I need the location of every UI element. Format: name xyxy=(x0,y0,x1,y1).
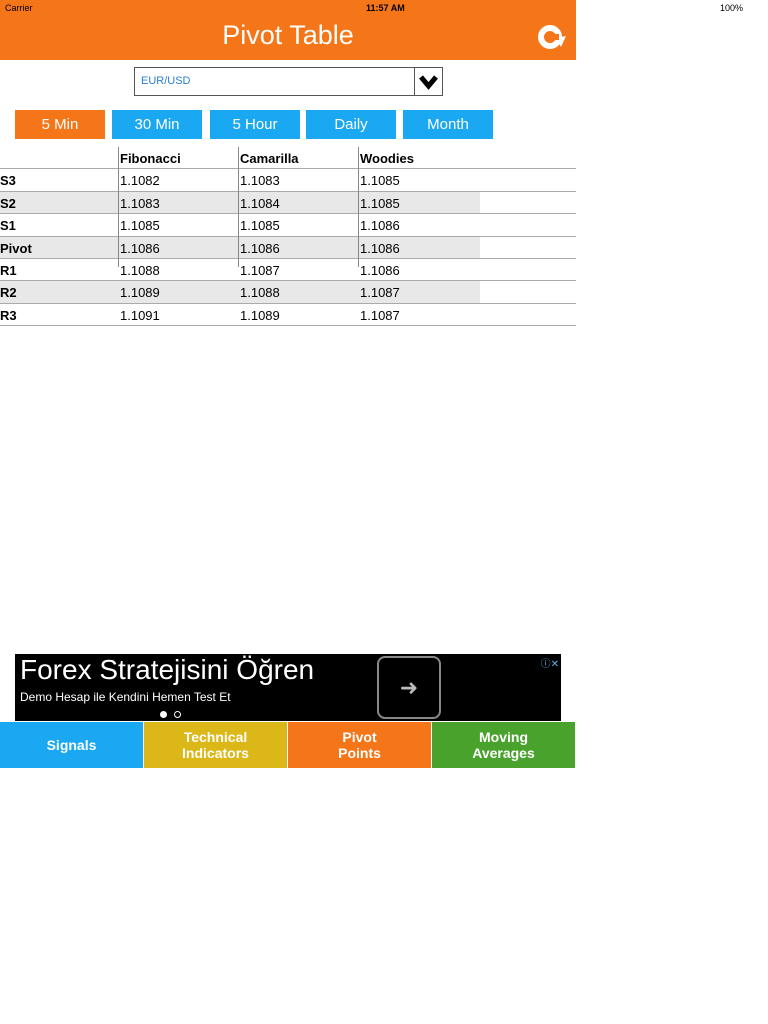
page-dot-active[interactable] xyxy=(160,711,167,718)
ad-arrow-button[interactable]: ➜ xyxy=(377,656,441,719)
refresh-icon[interactable] xyxy=(536,22,566,52)
table-cell: 1.1086 xyxy=(360,218,400,234)
table-cell: 1.1085 xyxy=(360,173,400,189)
table-row: R1 1.1088 1.1087 1.1086 xyxy=(0,259,576,282)
table-cell: Fibonacci xyxy=(120,151,181,166)
column-divider xyxy=(118,147,119,267)
carrier-label: Carrier xyxy=(5,3,33,13)
ad-headline: Forex Stratejisini Öğren xyxy=(20,654,315,685)
chevron-down-icon[interactable] xyxy=(414,68,442,95)
table-row: S2 1.1083 1.1084 1.1085 xyxy=(0,191,576,215)
status-time: 11:57 AM xyxy=(366,3,405,13)
page-dot[interactable] xyxy=(174,711,181,718)
table-cell: 1.1087 xyxy=(240,263,280,278)
table-cell: 1.1089 xyxy=(240,307,280,323)
table-cell: 1.1086 xyxy=(120,240,160,256)
table-header-row: Fibonacci Camarilla Woodies xyxy=(0,147,576,170)
table-row: R2 1.1089 1.1088 1.1087 xyxy=(0,281,576,304)
table-cell: 1.1088 xyxy=(240,285,280,301)
table-cell: Camarilla xyxy=(240,151,299,166)
timeframe-button-daily[interactable]: Daily xyxy=(306,110,396,139)
currency-pair-dropdown[interactable]: EUR/USD xyxy=(134,67,443,96)
ad-banner[interactable]: Forex Stratejisini Öğren Demo Hesap ile … xyxy=(15,654,561,721)
table-cell: 1.1083 xyxy=(240,173,280,189)
table-cell: 1.1086 xyxy=(360,263,400,278)
table-cell: 1.1083 xyxy=(120,195,160,211)
nav-tab-moving-averages[interactable]: Moving Averages xyxy=(432,722,576,768)
table-cell: Woodies xyxy=(360,151,414,166)
timeframe-button-30-min[interactable]: 30 Min xyxy=(112,110,202,139)
table-cell: 1.1089 xyxy=(120,285,160,301)
table-cell: 1.1086 xyxy=(240,240,280,256)
nav-tab-technical-indicators[interactable]: Technical Indicators xyxy=(144,722,288,768)
timeframe-button-month[interactable]: Month xyxy=(403,110,493,139)
table-cell: 1.1087 xyxy=(360,285,400,301)
row-label: R3 xyxy=(0,307,17,323)
ad-info-close-icon[interactable]: ⓘ✕ xyxy=(540,659,559,670)
battery-label: 100% xyxy=(720,3,744,13)
table-cell: 1.1085 xyxy=(120,218,160,234)
row-label: Pivot xyxy=(0,240,32,256)
timeframe-button-5-hour[interactable]: 5 Hour xyxy=(210,110,300,139)
row-label: S2 xyxy=(0,195,16,211)
currency-pair-value: EUR/USD xyxy=(141,75,191,87)
table-cell: 1.1087 xyxy=(360,307,400,323)
row-label: S3 xyxy=(0,173,16,189)
table-cell: 1.1084 xyxy=(240,195,280,211)
table-row: S3 1.1082 1.1083 1.1085 xyxy=(0,169,576,192)
header-bar xyxy=(0,0,576,60)
table-cell: 1.1082 xyxy=(120,173,160,189)
table-cell: 1.1088 xyxy=(120,263,160,278)
ad-subtitle: Demo Hesap ile Kendini Hemen Test Et xyxy=(20,690,231,704)
column-divider xyxy=(238,147,239,267)
row-label: R1 xyxy=(0,263,17,278)
nav-tab-signals[interactable]: Signals xyxy=(0,722,144,768)
timeframe-button-5-min[interactable]: 5 Min xyxy=(15,110,105,139)
table-row: S1 1.1085 1.1085 1.1086 xyxy=(0,214,576,237)
column-divider xyxy=(358,147,359,267)
table-cell: 1.1086 xyxy=(360,240,400,256)
table-row: R3 1.1091 1.1089 1.1087 xyxy=(0,304,576,327)
row-label: R2 xyxy=(0,285,17,301)
table-cell: 1.1085 xyxy=(360,195,400,211)
nav-tab-pivot-points[interactable]: Pivot Points xyxy=(288,722,432,768)
page-title: Pivot Table xyxy=(222,20,354,50)
table-cell: 1.1091 xyxy=(120,307,160,323)
table-row: Pivot 1.1086 1.1086 1.1086 xyxy=(0,236,576,259)
row-label: S1 xyxy=(0,218,16,234)
table-cell: 1.1085 xyxy=(240,218,280,234)
